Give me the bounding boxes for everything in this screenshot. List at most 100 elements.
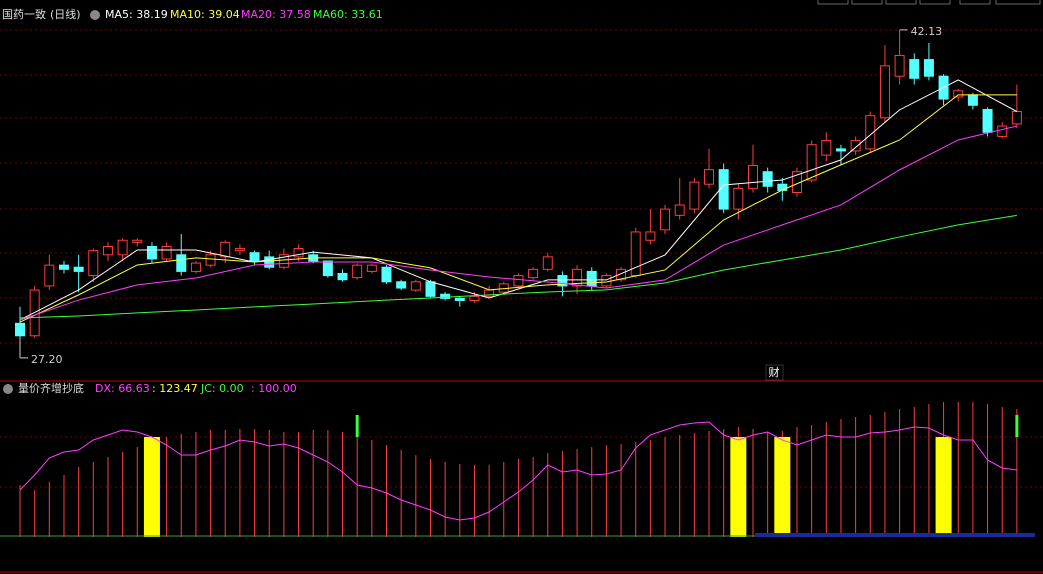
- legend-entry: MA20: 37.58: [241, 8, 311, 21]
- event-marker: 财: [769, 365, 780, 379]
- candle-body: [982, 108, 993, 133]
- signal-bar: [935, 437, 952, 537]
- candle-body: [674, 204, 685, 216]
- candle-body: [733, 187, 744, 210]
- candle-body: [73, 266, 84, 272]
- candle-body: [586, 270, 597, 287]
- candle-body: [865, 115, 876, 150]
- candle-body: [879, 65, 890, 119]
- candle-body: [396, 281, 407, 289]
- legend-entry: MA10: 39.04: [170, 8, 240, 21]
- candle-body: [264, 256, 275, 268]
- candle-body: [293, 248, 304, 258]
- candle-body: [249, 252, 260, 262]
- candle-body: [835, 148, 846, 152]
- candle-body: [997, 125, 1008, 137]
- chart-subtitle: (日线): [50, 7, 81, 21]
- legend-entry: MA60: 33.61: [313, 8, 383, 21]
- candle-body: [704, 169, 715, 185]
- signal-bar: [774, 437, 791, 537]
- menu-icon[interactable]: [3, 384, 13, 394]
- candle-body: [337, 272, 348, 281]
- candle-body: [821, 140, 832, 156]
- toolbar-button[interactable]: [817, 0, 849, 5]
- candle-body: [894, 54, 905, 77]
- toolbar-button[interactable]: [885, 0, 917, 5]
- event-badge[interactable]: [765, 364, 784, 381]
- candle-body: [190, 262, 201, 272]
- candle-body: [454, 297, 465, 301]
- legend-entry: JC: 0.00: [200, 382, 244, 395]
- dx-line: [19, 421, 1017, 521]
- ma-line: [19, 79, 1018, 321]
- candle-body: [176, 254, 187, 272]
- candle-body: [748, 165, 758, 189]
- candle-body: [205, 254, 216, 266]
- candle-body: [410, 281, 421, 291]
- signal-bar: [730, 437, 747, 537]
- plot: 42.13 27.20: [15, 25, 1022, 537]
- candle-body: [469, 295, 480, 301]
- candle-body: [923, 59, 934, 77]
- legend-entry: MA5: 38.19: [105, 8, 168, 21]
- candle-body: [967, 94, 978, 106]
- candle-body: [322, 260, 333, 277]
- candle-body: [689, 181, 700, 210]
- flag-bar: [1015, 415, 1019, 437]
- indicator-title: 量价齐增抄底: [18, 381, 84, 395]
- candle-body: [601, 275, 612, 287]
- baseline-strip: [755, 533, 1035, 537]
- candle-body: [762, 171, 773, 187]
- candle-body: [806, 144, 817, 181]
- candle-body: [278, 254, 289, 268]
- menu-icon[interactable]: [90, 10, 100, 20]
- ma-line: [19, 214, 1017, 319]
- candle-body: [366, 264, 377, 272]
- candle-body: [58, 264, 69, 270]
- candle-body: [88, 250, 99, 277]
- ma-line: [19, 125, 1017, 321]
- candle-body: [513, 275, 524, 287]
- candle-body: [381, 266, 392, 283]
- toolbar-button[interactable]: [919, 0, 951, 5]
- toolbar-button[interactable]: [959, 0, 991, 5]
- toolbar-button[interactable]: [851, 0, 883, 5]
- candle-body: [572, 268, 583, 287]
- candle-body: [425, 281, 436, 297]
- flag-bar: [355, 415, 359, 437]
- candle-body: [440, 293, 451, 299]
- toolbar-button[interactable]: [995, 0, 1041, 5]
- candle-body: [660, 208, 671, 231]
- candle-body: [220, 241, 231, 258]
- candle-body: [1011, 111, 1022, 125]
- candle-body: [557, 275, 568, 287]
- legend-entry: : 123.47: [152, 382, 198, 395]
- legend-entry: : 100.00: [251, 382, 297, 395]
- candle-body: [616, 268, 627, 281]
- candle-body: [234, 248, 245, 252]
- candle-body: [146, 245, 157, 260]
- candle-body: [528, 268, 539, 279]
- candle-body: [117, 239, 128, 256]
- candle-body: [645, 231, 656, 241]
- candle-body: [909, 59, 920, 79]
- legend-entry: DX: 66.63: [95, 382, 150, 395]
- candle-body: [953, 90, 964, 98]
- grid: [0, 29, 1043, 488]
- candle-body: [542, 256, 553, 270]
- candle-body: [102, 245, 113, 256]
- candle-body: [132, 239, 143, 243]
- chart-title: 国药一致: [2, 7, 46, 21]
- candle-body: [161, 245, 172, 260]
- annotation: 42.13: [911, 25, 943, 38]
- candle-body: [44, 264, 55, 287]
- toolbar: [817, 0, 1041, 5]
- candle-body: [850, 140, 861, 152]
- signal-bar: [143, 437, 160, 537]
- candle-body: [718, 169, 729, 210]
- ma-line: [19, 94, 1017, 323]
- annotation: 27.20: [31, 353, 63, 366]
- candle-body: [15, 322, 25, 337]
